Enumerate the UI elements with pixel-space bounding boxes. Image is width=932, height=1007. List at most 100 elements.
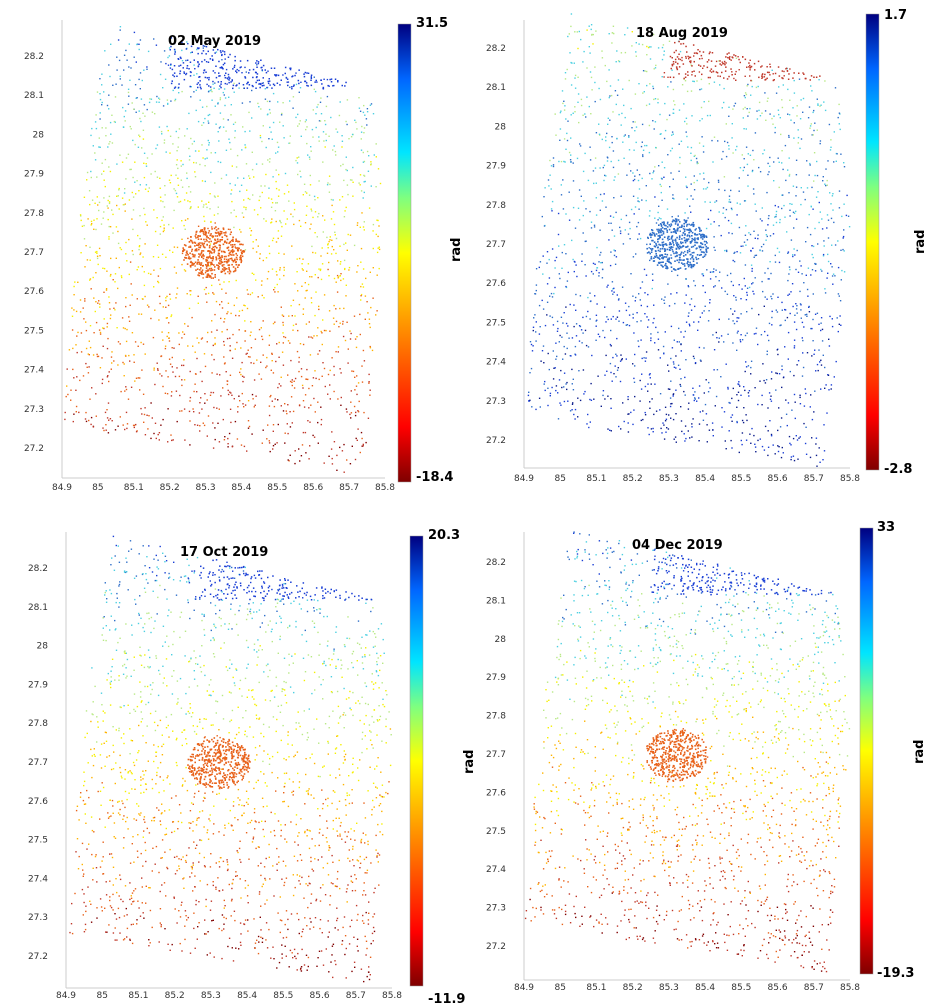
scatter-point xyxy=(802,337,803,338)
scatter-point xyxy=(562,252,563,253)
scatter-point xyxy=(272,268,273,269)
scatter-point xyxy=(176,150,177,151)
scatter-point-core xyxy=(691,257,693,259)
scatter-point xyxy=(132,102,133,103)
scatter-point-north xyxy=(186,73,188,75)
scatter-point-core xyxy=(652,240,654,242)
scatter-point xyxy=(659,409,660,410)
scatter-point-core xyxy=(664,265,666,267)
scatter-point xyxy=(613,316,614,317)
scatter-point xyxy=(790,444,791,445)
scatter-point xyxy=(112,85,113,86)
scatter-point xyxy=(103,346,104,347)
scatter-point xyxy=(174,246,175,247)
scatter-point xyxy=(110,134,111,135)
scatter-point xyxy=(740,339,741,340)
scatter-point xyxy=(622,287,623,288)
scatter-point-core xyxy=(204,231,206,233)
scatter-point xyxy=(620,230,621,231)
scatter-point xyxy=(283,137,284,138)
scatter-point xyxy=(243,199,244,200)
scatter-point xyxy=(633,196,634,197)
scatter-point-core xyxy=(207,273,209,275)
scatter-point xyxy=(702,285,703,286)
scatter-point xyxy=(662,59,663,60)
scatter-point-core xyxy=(669,224,671,226)
scatter-point xyxy=(581,99,582,100)
scatter-point-core xyxy=(672,240,674,242)
scatter-point xyxy=(753,159,754,160)
scatter-point-core xyxy=(207,259,209,261)
scatter-point xyxy=(121,249,122,250)
scatter-point-north xyxy=(263,85,265,87)
scatter-point xyxy=(88,372,89,373)
scatter-point xyxy=(653,34,654,35)
scatter-point xyxy=(186,48,187,49)
scatter-point xyxy=(750,250,751,251)
scatter-point xyxy=(666,266,667,267)
scatter-point xyxy=(372,230,373,231)
scatter-point xyxy=(124,55,125,56)
scatter-point xyxy=(531,406,532,407)
scatter-point xyxy=(105,424,106,425)
scatter-point xyxy=(86,348,87,349)
scatter-point xyxy=(686,294,687,295)
scatter-point xyxy=(318,268,319,269)
scatter-point-north xyxy=(291,76,293,78)
scatter-point xyxy=(321,113,322,114)
scatter-point xyxy=(833,222,834,223)
scatter-point xyxy=(565,213,566,214)
scatter-point xyxy=(299,258,300,259)
scatter-point xyxy=(695,285,696,286)
scatter-point xyxy=(199,402,200,403)
scatter-point xyxy=(236,166,237,167)
scatter-point xyxy=(844,271,845,272)
scatter-point xyxy=(820,330,821,331)
scatter-point xyxy=(566,382,567,383)
scatter-point xyxy=(337,131,338,132)
scatter-point xyxy=(811,206,812,207)
scatter-point-core xyxy=(208,251,210,253)
scatter-point xyxy=(215,196,216,197)
scatter-point xyxy=(242,376,243,377)
scatter-point-core xyxy=(207,256,209,258)
scatter-point xyxy=(331,199,332,200)
scatter-point xyxy=(685,56,686,57)
scatter-point xyxy=(650,377,651,378)
scatter-point xyxy=(616,338,617,339)
scatter-point-core xyxy=(222,262,224,264)
scatter-point-core xyxy=(206,244,208,246)
scatter-point xyxy=(840,300,841,301)
scatter-point xyxy=(349,414,350,415)
scatter-point xyxy=(685,177,686,178)
scatter-point-core xyxy=(243,251,245,253)
colorbar-unit: rad xyxy=(449,238,464,263)
scatter-point xyxy=(272,401,273,402)
scatter-point xyxy=(713,435,714,436)
scatter-point-north xyxy=(219,75,221,77)
scatter-point xyxy=(341,397,342,398)
scatter-point xyxy=(838,104,839,105)
scatter-point-core xyxy=(217,255,219,257)
scatter-point-core xyxy=(192,242,194,244)
scatter-point xyxy=(697,163,698,164)
scatter-point-core xyxy=(653,260,655,262)
scatter-point xyxy=(299,357,300,358)
scatter-point xyxy=(143,394,144,395)
scatter-point xyxy=(226,235,227,236)
scatter-point xyxy=(632,424,633,425)
scatter-point xyxy=(194,68,195,69)
scatter-point-core xyxy=(224,252,226,254)
scatter-point xyxy=(724,141,725,142)
scatter-point xyxy=(740,167,741,168)
scatter-point xyxy=(322,376,323,377)
scatter-point xyxy=(831,384,832,385)
scatter-point xyxy=(642,44,643,45)
scatter-point xyxy=(139,118,140,119)
scatter-point-core xyxy=(192,242,194,244)
scatter-point xyxy=(764,306,765,307)
scatter-point xyxy=(102,327,103,328)
scatter-point xyxy=(673,394,674,395)
scatter-point-core xyxy=(232,237,234,239)
scatter-point xyxy=(733,388,734,389)
